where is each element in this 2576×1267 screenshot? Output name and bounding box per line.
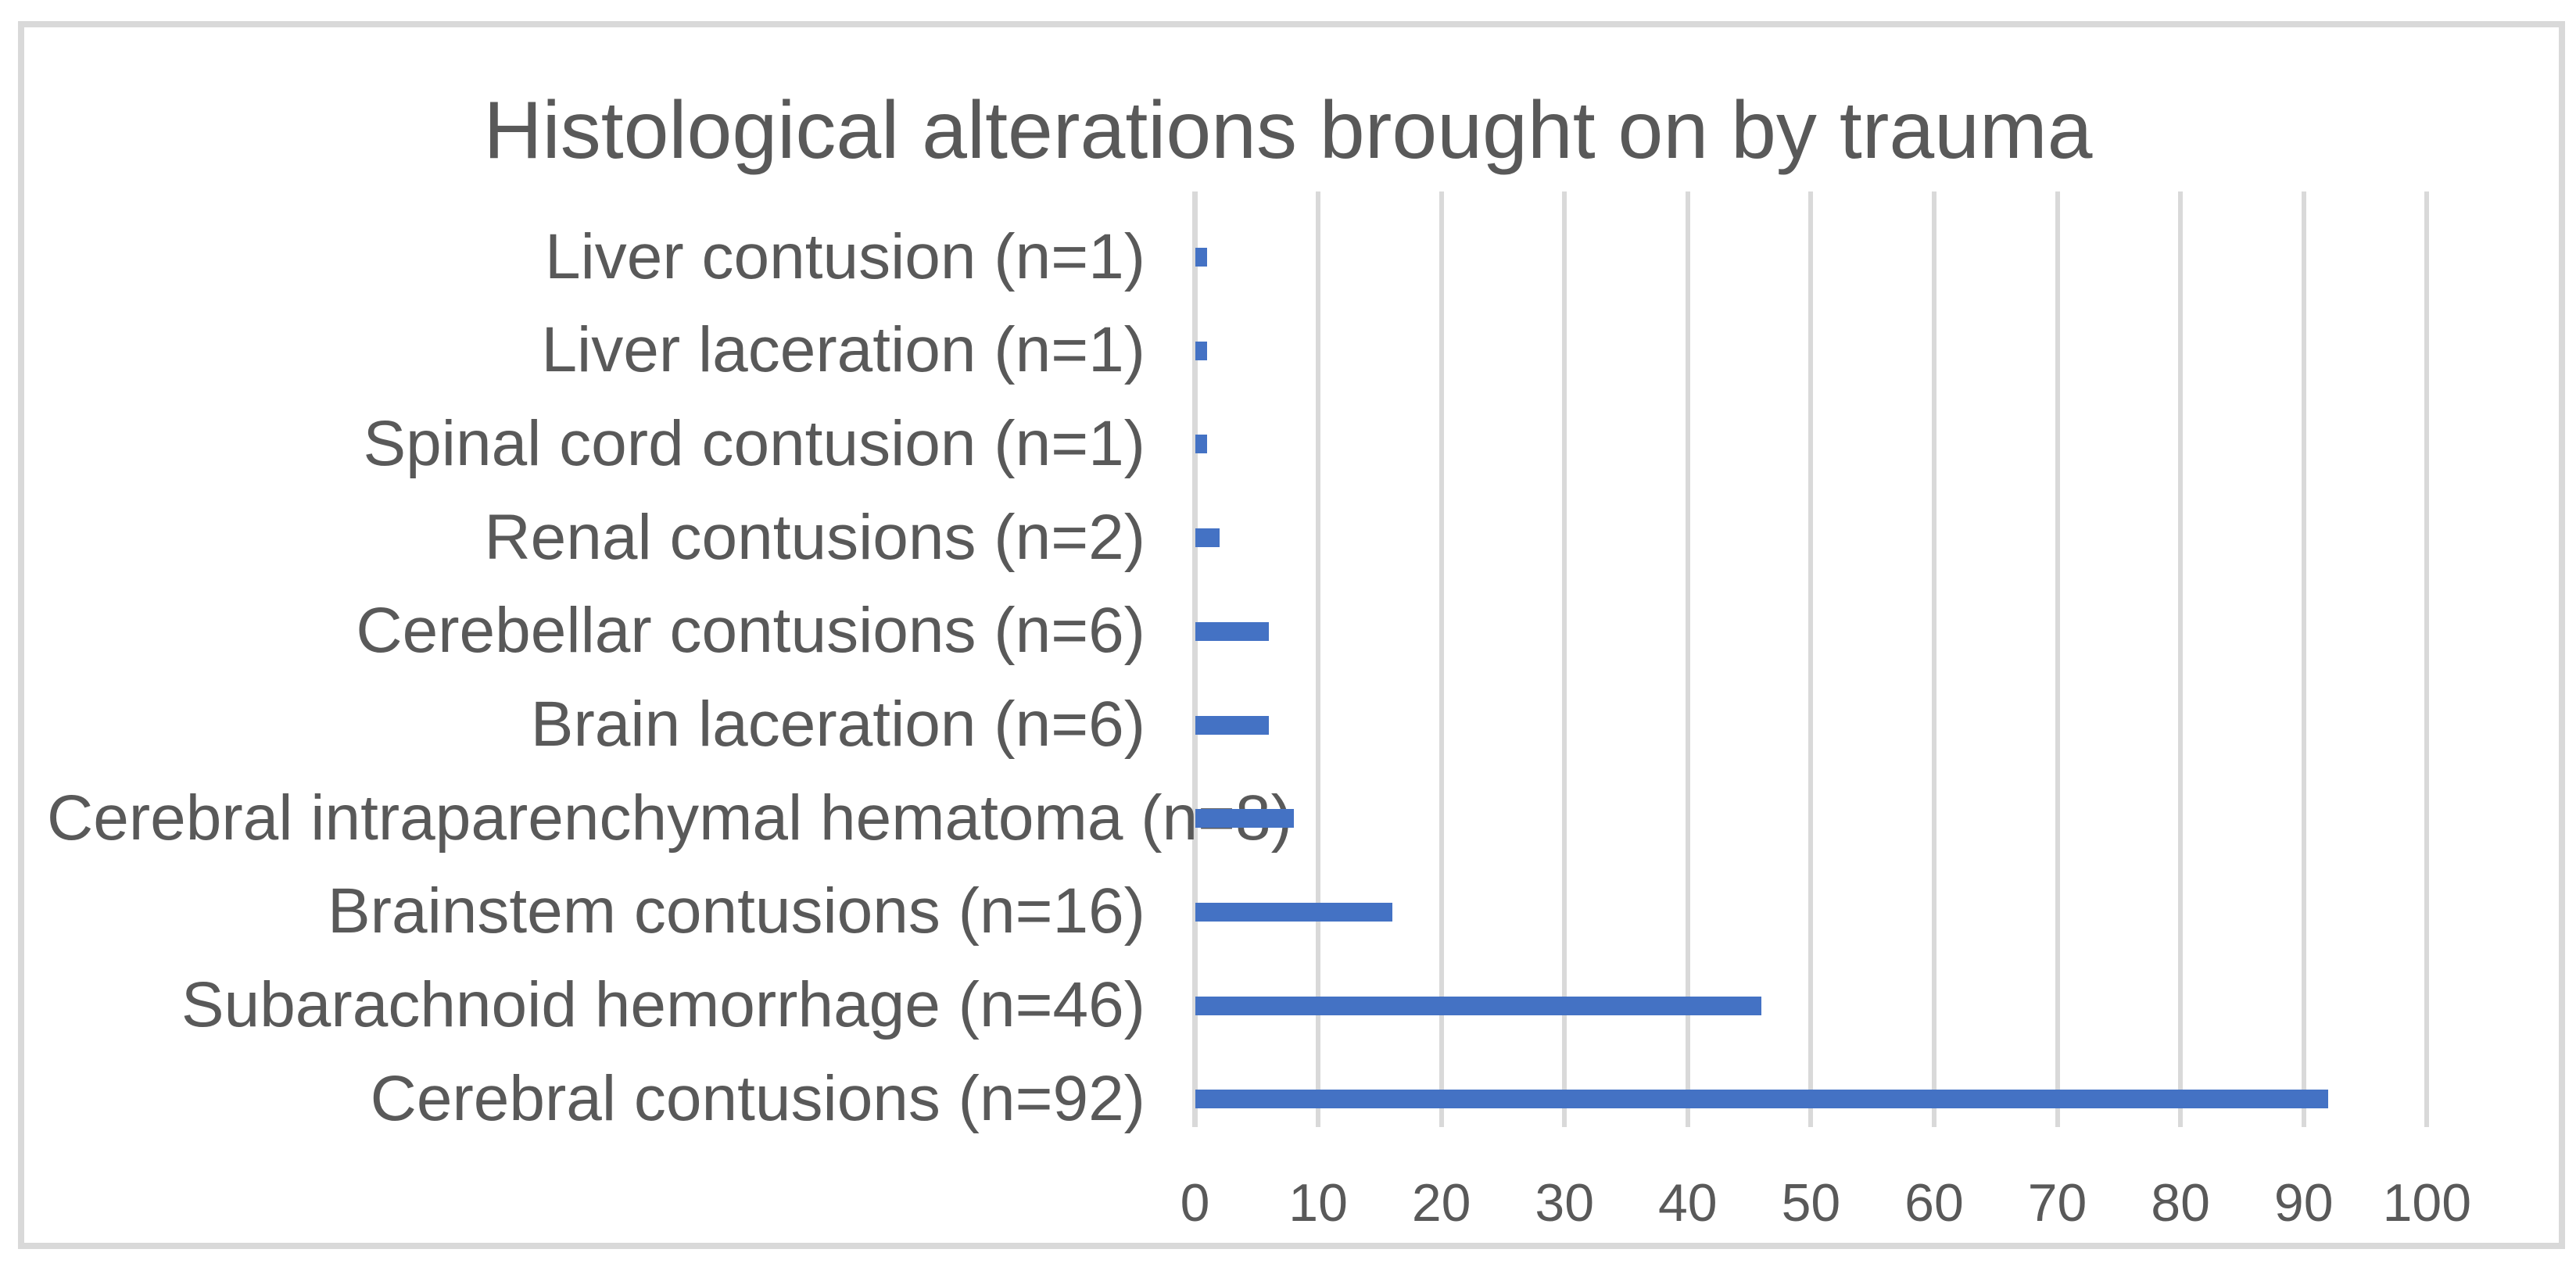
x-tick-label: 0 bbox=[1180, 1173, 1210, 1233]
bar bbox=[1195, 341, 1208, 360]
gridline bbox=[1808, 191, 1814, 1127]
x-tick-label: 80 bbox=[2151, 1173, 2210, 1233]
category-label: Cerebral intraparenchymal hematoma (n=8) bbox=[47, 782, 1292, 854]
gridline bbox=[2055, 191, 2060, 1127]
bar bbox=[1195, 715, 1270, 735]
gridline bbox=[1316, 191, 1321, 1127]
x-tick-label: 70 bbox=[2027, 1173, 2087, 1233]
x-tick-label: 40 bbox=[1657, 1173, 1718, 1233]
x-tick-label: 60 bbox=[1904, 1173, 1964, 1233]
category-label: Liver contusion (n=1) bbox=[544, 220, 1145, 292]
bar bbox=[1195, 809, 1294, 829]
x-tick-label: 30 bbox=[1535, 1173, 1595, 1233]
x-tick-label: 50 bbox=[1781, 1173, 1841, 1233]
gridline bbox=[1685, 191, 1690, 1127]
gridline bbox=[1438, 191, 1444, 1127]
gridline bbox=[2424, 191, 2430, 1127]
gridline bbox=[2178, 191, 2184, 1127]
bar bbox=[1195, 435, 1208, 454]
x-tick-label: 10 bbox=[1288, 1173, 1348, 1233]
gridline bbox=[1931, 191, 1936, 1127]
bar bbox=[1195, 528, 1220, 548]
category-label: Cerebral contusions (n=92) bbox=[370, 1062, 1145, 1134]
bar bbox=[1195, 248, 1208, 267]
chart-border bbox=[18, 21, 2565, 1249]
category-label: Liver laceration (n=1) bbox=[541, 314, 1145, 386]
category-label: Subarachnoid hemorrhage (n=46) bbox=[181, 969, 1145, 1041]
bar bbox=[1195, 1090, 2329, 1109]
gridline bbox=[1562, 191, 1567, 1127]
bar bbox=[1195, 902, 1392, 922]
x-tick-label: 100 bbox=[2382, 1173, 2472, 1233]
category-label: Renal contusions (n=2) bbox=[484, 501, 1145, 573]
gridline bbox=[2301, 191, 2306, 1127]
bar bbox=[1195, 996, 1762, 1015]
category-label: Brainstem contusions (n=16) bbox=[327, 875, 1145, 947]
category-label: Brain laceration (n=6) bbox=[530, 689, 1145, 760]
category-label: Cerebellar contusions (n=6) bbox=[356, 595, 1145, 667]
category-label: Spinal cord contusion (n=1) bbox=[363, 407, 1145, 479]
bar bbox=[1195, 621, 1270, 641]
x-tick-label: 20 bbox=[1411, 1173, 1471, 1233]
value-axis-line bbox=[1192, 191, 1198, 1127]
chart-title: Histological alterations brought on by t… bbox=[483, 85, 2093, 176]
x-tick-label: 90 bbox=[2273, 1173, 2334, 1233]
